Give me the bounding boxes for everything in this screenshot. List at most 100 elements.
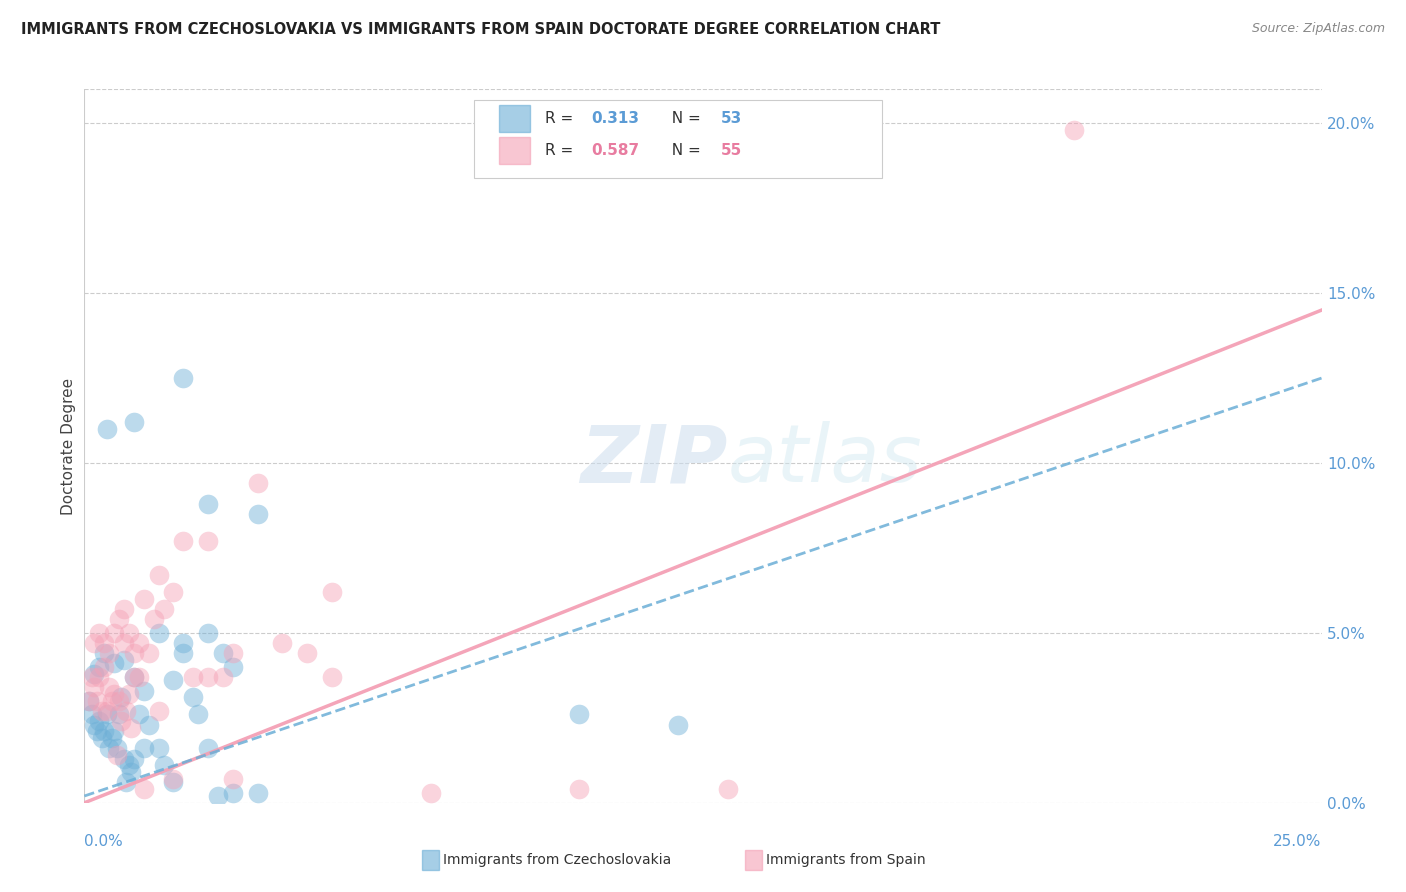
Point [172, 646, 194, 660]
Point [98, 646, 121, 660]
Point [197, 741, 219, 756]
Point [132, 683, 155, 698]
Text: Immigrants from Czechoslovakia: Immigrants from Czechoslovakia [443, 853, 671, 867]
Point [162, 673, 184, 688]
Point [666, 717, 689, 731]
Point [98, 680, 121, 694]
Point [80, 707, 103, 722]
Point [138, 646, 160, 660]
Point [93, 636, 115, 650]
Point [108, 707, 131, 722]
Point [122, 415, 145, 429]
Bar [499, 105, 530, 132]
Point [105, 741, 128, 756]
Point [222, 660, 245, 674]
Point [172, 534, 194, 549]
Point [568, 707, 591, 722]
Point [122, 751, 145, 765]
Point [103, 724, 125, 739]
Point [118, 687, 141, 701]
Point [120, 721, 142, 735]
Text: Source: ZipAtlas.com: Source: ZipAtlas.com [1251, 22, 1385, 36]
Point [105, 748, 128, 763]
Point [112, 602, 135, 616]
Point [79, 694, 101, 708]
Point [212, 646, 235, 660]
Point [148, 626, 170, 640]
Point [93, 660, 115, 674]
Point [212, 670, 235, 684]
Point [100, 694, 122, 708]
Point [112, 751, 135, 765]
Text: 0.0%: 0.0% [84, 834, 124, 849]
Point [128, 670, 150, 684]
Point [181, 690, 204, 705]
Point [80, 670, 103, 684]
Text: 53: 53 [720, 111, 741, 126]
Point [90, 704, 112, 718]
Point [148, 741, 170, 756]
Point [93, 724, 115, 739]
Point [197, 626, 219, 640]
Point [79, 694, 101, 708]
Point [197, 670, 219, 684]
Point [246, 507, 269, 521]
Point [717, 782, 740, 797]
Point [90, 731, 112, 746]
Point [162, 775, 184, 789]
Point [89, 626, 111, 640]
Text: 0.313: 0.313 [592, 111, 640, 126]
Point [118, 758, 141, 772]
Text: N =: N = [662, 111, 706, 126]
Point [86, 724, 108, 739]
Text: 55: 55 [720, 143, 741, 158]
Point [115, 704, 138, 718]
Text: 25.0%: 25.0% [1274, 834, 1322, 849]
Point [172, 636, 194, 650]
Text: Immigrants from Spain: Immigrants from Spain [766, 853, 927, 867]
Point [115, 775, 138, 789]
Text: R =: R = [544, 111, 578, 126]
Bar [499, 137, 530, 164]
FancyBboxPatch shape [474, 100, 883, 178]
Point [321, 585, 343, 599]
Point [100, 731, 122, 746]
Point [96, 707, 118, 722]
Point [162, 772, 184, 786]
Point [321, 670, 343, 684]
Point [187, 707, 209, 722]
Point [108, 694, 131, 708]
Point [132, 782, 155, 797]
Y-axis label: Doctorate Degree: Doctorate Degree [60, 377, 76, 515]
Point [132, 741, 155, 756]
Text: R =: R = [544, 143, 578, 158]
Point [96, 422, 118, 436]
Point [93, 646, 115, 660]
Text: N =: N = [662, 143, 706, 158]
Point [246, 476, 269, 491]
Point [142, 612, 165, 626]
Point [89, 660, 111, 674]
Point [122, 646, 145, 660]
Point [83, 636, 105, 650]
Point [103, 687, 125, 701]
Point [110, 714, 132, 729]
Point [132, 591, 155, 606]
Point [568, 782, 591, 797]
Text: 0.587: 0.587 [592, 143, 640, 158]
Point [110, 690, 132, 705]
Point [112, 653, 135, 667]
Point [122, 670, 145, 684]
Text: ZIP: ZIP [581, 421, 728, 500]
Point [181, 670, 204, 684]
Point [120, 765, 142, 780]
Point [96, 704, 118, 718]
Text: atlas: atlas [728, 421, 922, 500]
Point [118, 626, 141, 640]
Point [148, 568, 170, 582]
Point [89, 714, 111, 729]
Point [103, 657, 125, 671]
Point [222, 786, 245, 800]
Point [83, 680, 105, 694]
Point [152, 602, 174, 616]
